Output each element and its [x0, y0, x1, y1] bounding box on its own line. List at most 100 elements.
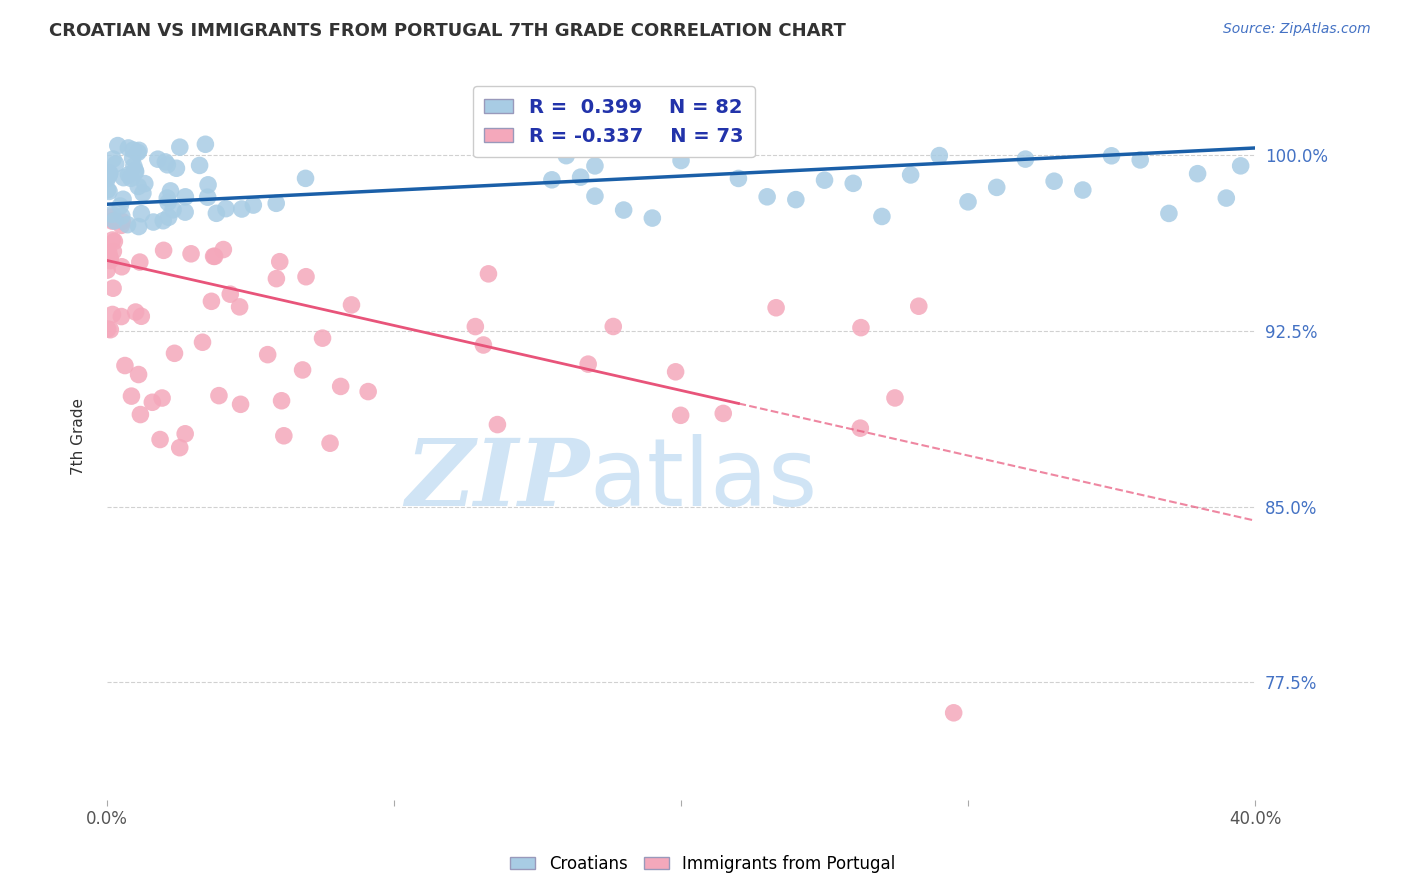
Point: [228, 300, 250, 314]
Point: [813, 173, 835, 187]
Point: [472, 338, 495, 352]
Text: CROATIAN VS IMMIGRANTS FROM PORTUGAL 7TH GRADE CORRELATION CHART: CROATIAN VS IMMIGRANTS FROM PORTUGAL 7TH…: [49, 22, 846, 40]
Point: [98, 251, 121, 265]
Text: atlas: atlas: [589, 434, 817, 526]
Legend: Croatians, Immigrants from Portugal: Croatians, Immigrants from Portugal: [503, 848, 903, 880]
Point: [162, 202, 184, 217]
Point: [101, 207, 124, 221]
Point: [215, 202, 238, 216]
Point: [124, 305, 146, 319]
Point: [669, 153, 692, 168]
Point: [110, 310, 132, 324]
Y-axis label: 7th Grade: 7th Grade: [72, 398, 86, 475]
Point: [264, 196, 287, 211]
Point: [129, 310, 152, 324]
Point: [765, 301, 787, 315]
Point: [477, 267, 499, 281]
Point: [1187, 167, 1209, 181]
Point: [555, 149, 578, 163]
Point: [114, 359, 136, 373]
Point: [870, 210, 893, 224]
Point: [124, 163, 146, 178]
Point: [127, 145, 149, 160]
Point: [128, 219, 150, 234]
Point: [159, 184, 181, 198]
Point: [727, 171, 749, 186]
Point: [103, 214, 125, 228]
Point: [141, 395, 163, 409]
Point: [174, 205, 197, 219]
Point: [1043, 174, 1066, 188]
Point: [197, 178, 219, 192]
Point: [117, 218, 139, 232]
Point: [541, 173, 564, 187]
Point: [101, 233, 124, 247]
Point: [202, 249, 225, 263]
Point: [486, 417, 509, 432]
Point: [956, 194, 979, 209]
Point: [101, 214, 124, 228]
Point: [849, 421, 872, 435]
Point: [157, 211, 180, 225]
Point: [97, 245, 120, 260]
Point: [103, 244, 125, 259]
Point: [98, 166, 121, 180]
Point: [613, 202, 636, 217]
Point: [242, 198, 264, 212]
Point: [111, 214, 134, 228]
Point: [155, 155, 177, 169]
Point: [329, 379, 352, 393]
Point: [134, 177, 156, 191]
Point: [157, 195, 180, 210]
Point: [756, 190, 779, 204]
Text: ZIP: ZIP: [405, 434, 589, 524]
Point: [101, 152, 124, 166]
Point: [98, 169, 121, 183]
Point: [96, 252, 118, 266]
Point: [231, 202, 253, 216]
Point: [98, 323, 121, 337]
Point: [156, 191, 179, 205]
Point: [96, 263, 118, 277]
Point: [1014, 152, 1036, 166]
Point: [122, 159, 145, 173]
Point: [188, 158, 211, 172]
Point: [132, 186, 155, 201]
Point: [96, 171, 118, 186]
Text: Source: ZipAtlas.com: Source: ZipAtlas.com: [1223, 22, 1371, 37]
Point: [117, 168, 139, 182]
Point: [169, 441, 191, 455]
Point: [583, 159, 606, 173]
Point: [131, 207, 153, 221]
Point: [319, 436, 342, 450]
Point: [266, 271, 288, 285]
Point: [294, 171, 316, 186]
Point: [98, 253, 121, 268]
Point: [98, 210, 121, 224]
Point: [127, 179, 149, 194]
Point: [357, 384, 380, 399]
Point: [583, 189, 606, 203]
Point: [122, 143, 145, 157]
Point: [311, 331, 333, 345]
Point: [97, 322, 120, 336]
Point: [142, 215, 165, 229]
Point: [128, 368, 150, 382]
Point: [103, 235, 125, 249]
Point: [340, 298, 363, 312]
Point: [576, 357, 599, 371]
Point: [1129, 153, 1152, 167]
Point: [128, 144, 150, 158]
Point: [942, 706, 965, 720]
Point: [1229, 159, 1251, 173]
Point: [97, 183, 120, 197]
Point: [602, 319, 624, 334]
Point: [108, 199, 131, 213]
Point: [900, 168, 922, 182]
Point: [219, 287, 242, 301]
Point: [229, 397, 252, 411]
Point: [156, 158, 179, 172]
Point: [152, 213, 174, 227]
Point: [269, 254, 291, 268]
Point: [98, 185, 121, 199]
